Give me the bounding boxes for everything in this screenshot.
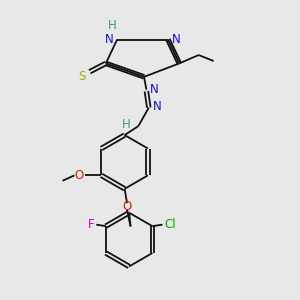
Text: H: H bbox=[107, 19, 116, 32]
Text: O: O bbox=[75, 169, 84, 182]
Text: N: N bbox=[153, 100, 161, 112]
Text: N: N bbox=[104, 33, 113, 46]
Text: H: H bbox=[122, 118, 130, 131]
Text: N: N bbox=[149, 83, 158, 96]
Text: N: N bbox=[172, 33, 181, 46]
Text: F: F bbox=[88, 218, 94, 231]
Text: Cl: Cl bbox=[164, 218, 176, 231]
Text: S: S bbox=[78, 70, 85, 83]
Text: O: O bbox=[122, 200, 132, 213]
